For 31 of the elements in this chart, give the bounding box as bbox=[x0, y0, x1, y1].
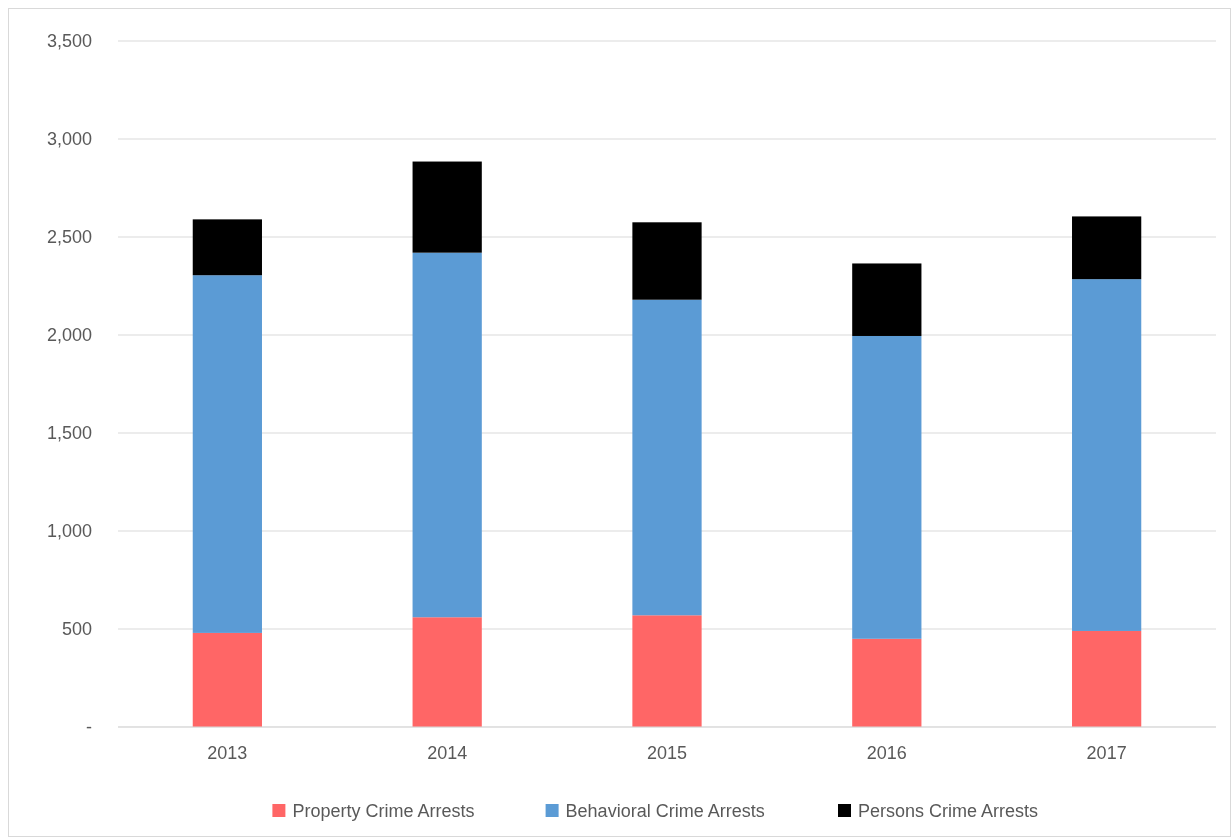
bar bbox=[1072, 630, 1142, 727]
bar bbox=[632, 615, 702, 727]
y-tick-label: 1,500 bbox=[46, 423, 92, 444]
legend-label: Persons Crime Arrests bbox=[858, 801, 1039, 822]
bar bbox=[412, 161, 482, 253]
y-tick-label: 500 bbox=[61, 619, 92, 640]
bar bbox=[192, 219, 262, 276]
y-tick-label: 1,000 bbox=[46, 521, 92, 542]
y-tick-label: - bbox=[86, 717, 92, 738]
bar bbox=[852, 335, 922, 639]
bar bbox=[192, 275, 262, 633]
bar bbox=[632, 222, 702, 300]
legend-label: Behavioral Crime Arrests bbox=[565, 801, 765, 822]
bar bbox=[412, 252, 482, 618]
x-tick-label: 2017 bbox=[1086, 743, 1127, 763]
x-tick-label: 2016 bbox=[866, 743, 907, 763]
y-tick-label: 3,500 bbox=[46, 31, 92, 52]
x-tick-label: 2015 bbox=[646, 743, 688, 763]
y-tick-label: 2,000 bbox=[46, 325, 92, 346]
bar bbox=[852, 263, 922, 336]
legend-label: Property Crime Arrests bbox=[292, 801, 475, 822]
bar bbox=[852, 638, 922, 727]
bar bbox=[1072, 216, 1142, 280]
bar bbox=[1072, 279, 1142, 631]
x-tick-label: 2014 bbox=[427, 743, 468, 763]
bar bbox=[192, 632, 262, 727]
bar bbox=[412, 617, 482, 727]
y-tick-label: 3,000 bbox=[46, 129, 92, 150]
y-tick-label: 2,500 bbox=[46, 227, 92, 248]
bar bbox=[632, 299, 702, 616]
x-tick-label: 2013 bbox=[207, 743, 248, 763]
